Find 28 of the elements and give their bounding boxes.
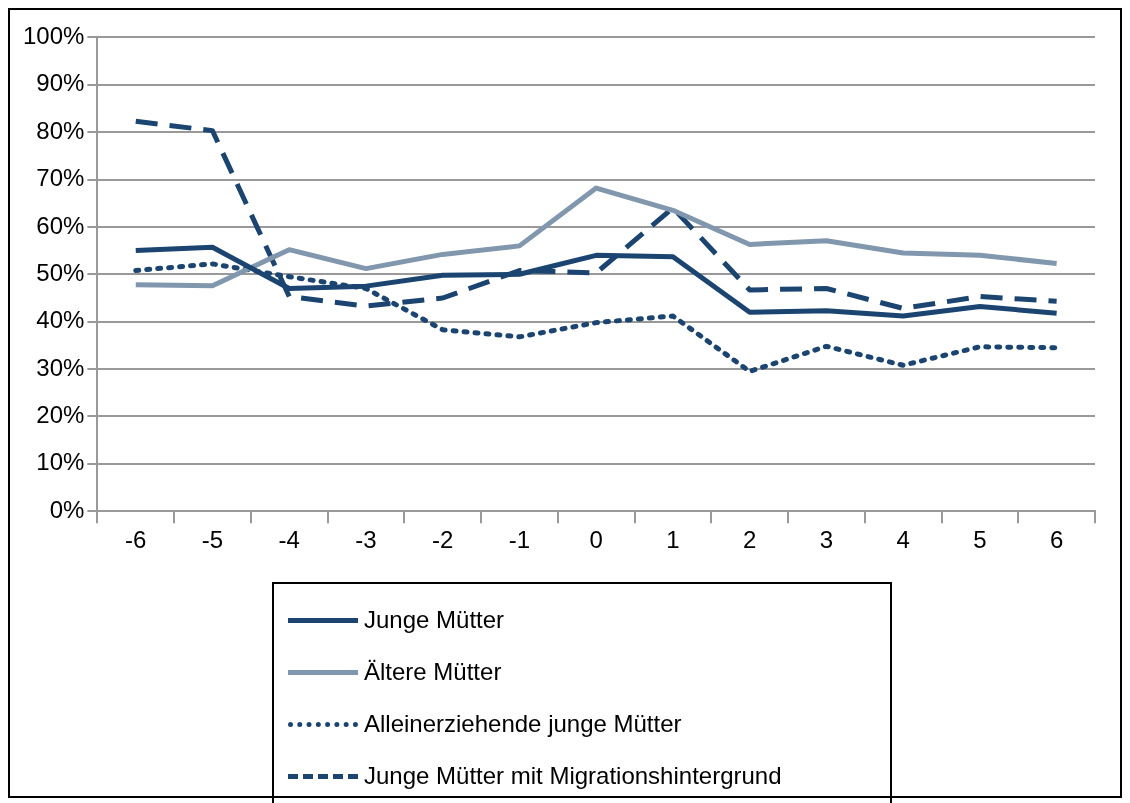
x-tick-label: 4 [896, 526, 910, 554]
x-tick-label: -6 [125, 526, 147, 554]
legend-label: Junge Mütter mit Migrationshintergrund [364, 762, 782, 790]
y-tick-label: 50% [36, 258, 85, 286]
y-tick-label: 30% [36, 353, 85, 381]
x-tick-label: -3 [355, 526, 377, 554]
y-tick-label: 90% [36, 69, 85, 97]
x-tick-label: -4 [278, 526, 300, 554]
legend-label: Junge Mütter [364, 606, 505, 634]
legend-label: Ältere Mütter [364, 658, 502, 686]
y-tick-label: 10% [36, 448, 85, 476]
y-tick-label: 80% [36, 116, 85, 144]
x-tick-label: 2 [742, 526, 757, 554]
x-tick-label: -1 [508, 526, 531, 554]
x-tick-label: 0 [589, 526, 603, 554]
legend-label: Alleinerziehende junge Mütter [364, 710, 682, 738]
y-tick-label: 60% [36, 211, 85, 239]
y-tick-label: 0% [49, 495, 85, 523]
x-tick-label: 3 [819, 526, 834, 554]
y-tick-label: 40% [36, 306, 85, 334]
y-tick-label: 100% [22, 22, 85, 50]
x-tick-label: 1 [666, 526, 680, 554]
y-tick-label: 70% [36, 164, 85, 192]
x-tick-label: -5 [201, 526, 224, 554]
x-tick-label: 6 [1049, 526, 1064, 554]
y-tick-label: 20% [36, 401, 85, 429]
x-tick-label: -2 [432, 526, 454, 554]
x-tick-label: 5 [973, 526, 987, 554]
